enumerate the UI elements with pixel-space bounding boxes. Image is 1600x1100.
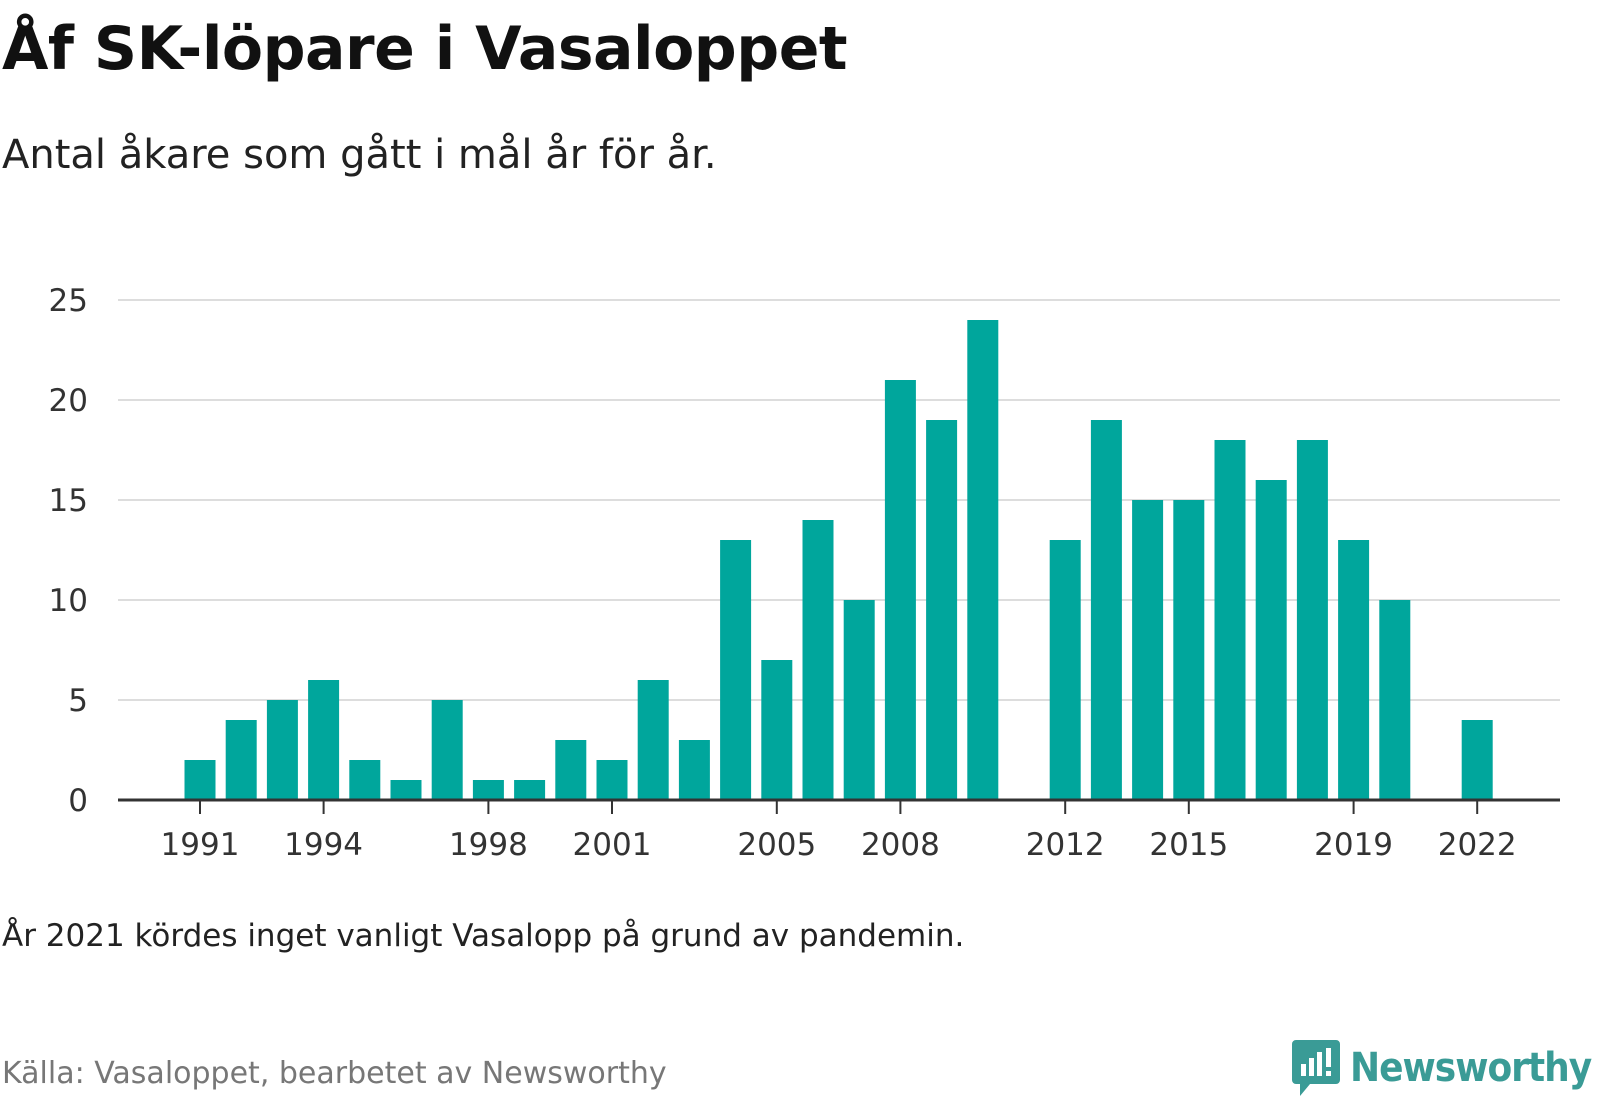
x-tick-label: 1994 — [284, 827, 363, 863]
bar-2018 — [1296, 440, 1328, 800]
chart-note: År 2021 kördes inget vanligt Vasalopp på… — [2, 918, 965, 954]
x-tick-label: 2005 — [737, 827, 816, 863]
bar-2001 — [596, 760, 628, 800]
bar-2022 — [1461, 720, 1493, 800]
newsworthy-logo: Newsworthy — [1292, 1040, 1592, 1096]
bar-2020 — [1379, 600, 1411, 800]
x-tick-label: 2008 — [861, 827, 940, 863]
chart-subtitle: Antal åkare som gått i mål år för år. — [2, 132, 717, 178]
y-tick-label: 25 — [49, 283, 88, 319]
bar-2005 — [761, 660, 793, 800]
x-tick-label: 2015 — [1149, 827, 1228, 863]
x-tick-label: 2012 — [1026, 827, 1105, 863]
bar-2017 — [1255, 480, 1287, 800]
x-tick-label: 2001 — [573, 827, 652, 863]
bar-2000 — [555, 740, 587, 800]
x-tick-label: 1998 — [449, 827, 528, 863]
chart-title: Åf SK-löpare i Vasaloppet — [2, 14, 848, 84]
bar-2006 — [802, 520, 834, 800]
bar-1998 — [472, 780, 504, 800]
bar-chart: 0 5 10 15 20 25 1991 1994 1998 2001 2005 2008 2012 2… — [49, 283, 1560, 863]
bar-2003 — [678, 740, 710, 800]
bar-2015 — [1173, 500, 1205, 800]
y-tick-label: 5 — [68, 683, 88, 719]
x-tick-label: 1991 — [161, 827, 240, 863]
bar-2007 — [843, 600, 875, 800]
y-tick-label: 15 — [49, 483, 88, 519]
source-text: Källa: Vasaloppet, bearbetet av Newswort… — [2, 1056, 667, 1091]
bar-2012 — [1049, 540, 1081, 800]
bar-1997 — [431, 700, 463, 800]
bar-2009 — [926, 420, 958, 800]
x-tick-label: 2022 — [1438, 827, 1517, 863]
bar-1994 — [308, 680, 340, 800]
bar-1996 — [390, 780, 422, 800]
y-axis-labels: 0 5 10 15 20 25 — [49, 283, 88, 819]
x-tick-label: 2019 — [1314, 827, 1393, 863]
bar-1993 — [266, 700, 298, 800]
bar-2014 — [1132, 500, 1164, 800]
y-tick-label: 10 — [49, 583, 88, 619]
y-tick-label: 0 — [68, 783, 88, 819]
bar-2010 — [967, 320, 999, 800]
x-axis-ticks — [199, 800, 1479, 814]
bar-1991 — [184, 760, 216, 800]
bar-1992 — [225, 720, 257, 800]
y-tick-label: 20 — [49, 383, 88, 419]
bar-2008 — [884, 380, 916, 800]
bars — [184, 320, 1493, 800]
bar-2019 — [1338, 540, 1370, 800]
bar-2013 — [1090, 420, 1122, 800]
bar-2016 — [1214, 440, 1246, 800]
x-axis-labels: 1991 1994 1998 2001 2005 2008 2012 2015 2019 2022 — [161, 827, 1517, 863]
bar-2002 — [637, 680, 669, 800]
bar-1995 — [349, 760, 381, 800]
newsworthy-logo-icon — [1292, 1040, 1340, 1096]
logo-text: Newsworthy — [1350, 1045, 1592, 1091]
bar-2004 — [720, 540, 752, 800]
bar-1999 — [514, 780, 546, 800]
